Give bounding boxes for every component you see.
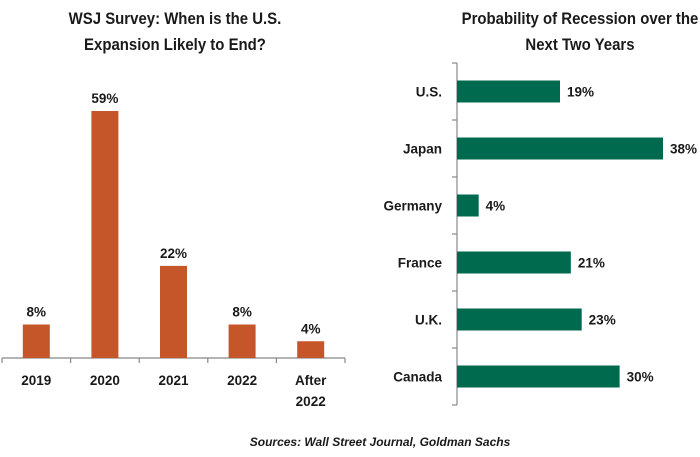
data-label: 22%	[160, 246, 187, 261]
source-note: Sources: Wall Street Journal, Goldman Sa…	[250, 435, 511, 449]
x-tick-label: After	[295, 373, 327, 388]
recession-probability-chart: Probability of Recession over the Next T…	[383, 10, 699, 406]
bar	[22, 324, 50, 358]
y-tick-label: U.K.	[415, 313, 442, 328]
data-label: 8%	[232, 305, 252, 320]
data-label: 30%	[627, 370, 654, 385]
data-label: 59%	[91, 91, 118, 106]
data-label: 21%	[578, 256, 605, 271]
bar	[457, 80, 560, 103]
bar	[91, 111, 119, 358]
bar	[297, 341, 325, 358]
data-label: 38%	[670, 142, 697, 157]
bar	[160, 265, 187, 358]
bar	[457, 137, 663, 160]
expansion-end-chart: WSJ Survey: When is the U.S. Expansion L…	[1, 10, 346, 409]
bar	[457, 251, 571, 274]
data-label: 8%	[27, 305, 47, 320]
data-label: 19%	[567, 85, 594, 100]
y-tick-label: Canada	[393, 370, 442, 385]
y-tick-label: U.S.	[416, 85, 442, 100]
bar	[457, 194, 479, 217]
data-label: 4%	[486, 199, 506, 214]
x-tick-label: 2022	[296, 394, 326, 409]
y-tick-label: Germany	[383, 199, 442, 214]
right-chart-title-line-1: Probability of Recession over the	[462, 10, 699, 28]
x-tick-label: 2020	[90, 373, 120, 388]
x-tick-label: 2019	[21, 373, 51, 388]
y-tick-label: Japan	[403, 142, 442, 157]
x-tick-label: 2021	[158, 373, 189, 388]
bar	[457, 308, 582, 331]
y-tick-label: France	[398, 256, 443, 271]
data-label: 4%	[301, 321, 321, 336]
left-chart-title-line-1: WSJ Survey: When is the U.S.	[69, 10, 282, 28]
bar	[228, 324, 256, 358]
x-tick-label: 2022	[227, 373, 257, 388]
data-label: 23%	[589, 313, 616, 328]
left-chart-title-line-2: Expansion Likely to End?	[84, 36, 266, 54]
bar	[457, 365, 620, 388]
right-chart-title-line-2: Next Two Years	[525, 36, 634, 54]
